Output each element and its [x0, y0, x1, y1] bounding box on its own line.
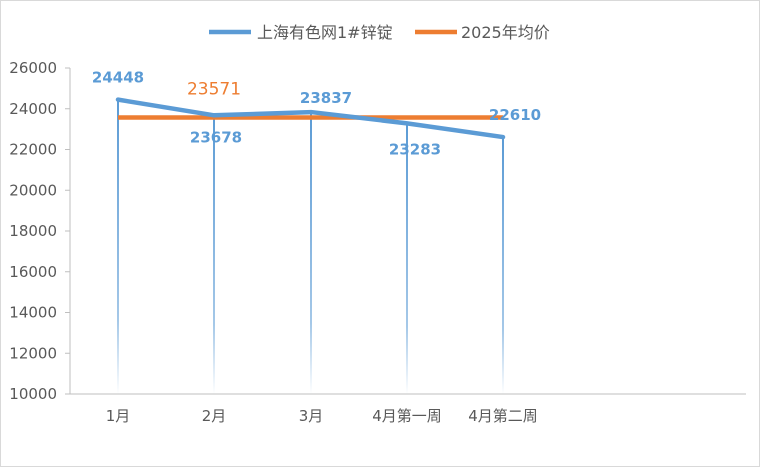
y-tick-label: 14000 [9, 304, 57, 322]
x-tick-label: 3月 [299, 407, 324, 425]
legend-label-average: 2025年均价 [461, 23, 550, 42]
data-label-zinc: 23678 [190, 128, 242, 146]
drop-line [502, 137, 504, 395]
drop-line [310, 112, 312, 395]
x-tick-label: 4月第一周 [372, 407, 442, 425]
y-tick-label: 10000 [9, 385, 57, 403]
y-tick-label: 12000 [9, 344, 57, 362]
data-label-average: 23571 [187, 79, 241, 99]
y-tick-label: 20000 [9, 181, 57, 199]
x-tick-label: 1月 [106, 407, 131, 425]
y-tick-label: 16000 [9, 263, 57, 281]
drop-line [213, 115, 215, 394]
y-axis: 10000 12000 14000 16000 18000 20000 22000 24000… [9, 59, 71, 403]
data-label-zinc: 23283 [389, 140, 441, 158]
x-axis: 1月 2月 3月 4月第一周 4月第二周 [70, 393, 746, 425]
drop-lines [117, 99, 504, 395]
x-tick-label: 4月第二周 [468, 407, 538, 425]
y-tick-label: 24000 [9, 100, 57, 118]
drop-line [117, 99, 119, 394]
data-label-zinc: 22610 [489, 106, 541, 124]
data-label-zinc: 24448 [92, 69, 144, 87]
data-labels: 24448 23678 23837 23283 22610 23571 [92, 69, 541, 159]
y-tick-label: 18000 [9, 222, 57, 240]
y-tick-label: 26000 [9, 59, 57, 77]
data-label-zinc: 23837 [300, 89, 352, 107]
y-tick-label: 22000 [9, 141, 57, 159]
legend-label-zinc: 上海有色网1#锌锭 [257, 23, 393, 42]
drop-line [406, 123, 408, 394]
series-line-zinc [115, 97, 506, 140]
series-lines [115, 97, 506, 140]
legend: 上海有色网1#锌锭 2025年均价 [209, 23, 550, 42]
x-tick-label: 2月 [202, 407, 227, 425]
